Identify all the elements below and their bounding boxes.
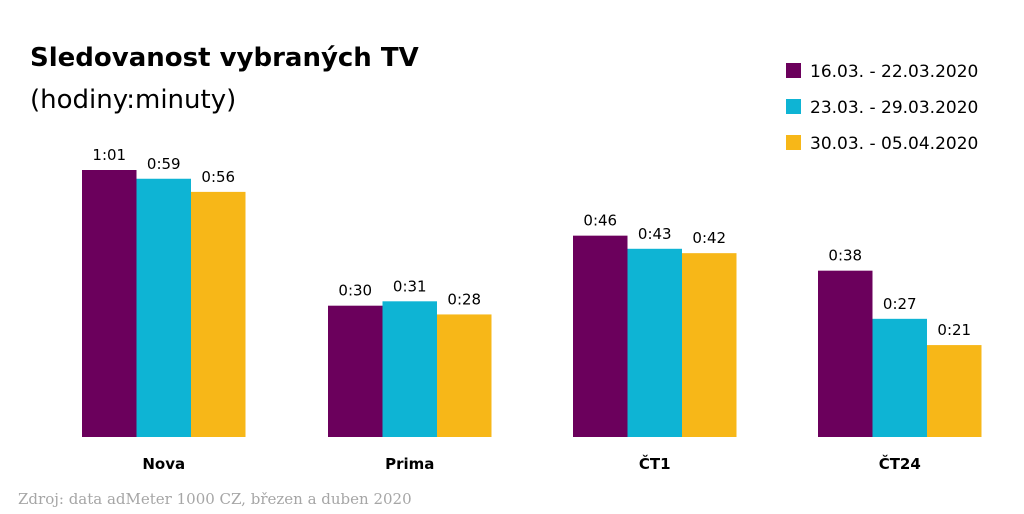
bar-čt24-series-3 <box>927 345 982 437</box>
bar-čt1-series-1 <box>573 235 628 437</box>
value-label: 0:42 <box>692 229 726 247</box>
bar-nova-series-2 <box>136 178 191 438</box>
category-label: ČT1 <box>639 454 671 473</box>
legend-swatch <box>786 135 801 150</box>
legend-swatch <box>786 63 801 78</box>
value-label: 0:46 <box>583 212 617 230</box>
category-labels: Nova Prima ČT1 ČT24 <box>142 454 920 473</box>
legend-label: 23.03. - 29.03.2020 <box>810 98 978 118</box>
bar-nova-series-1 <box>82 170 137 437</box>
bars <box>82 170 982 438</box>
bar-čt1-series-2 <box>627 248 682 437</box>
bar-prima-series-1 <box>328 305 383 437</box>
legend-label: 30.03. - 05.04.2020 <box>810 134 978 154</box>
legend-swatch <box>786 99 801 114</box>
value-label: 0:31 <box>393 277 427 295</box>
value-label: 0:28 <box>447 290 481 308</box>
bar-nova-series-3 <box>191 191 246 437</box>
bar-čt1-series-3 <box>682 253 737 437</box>
chart-subtitle: (hodiny:minuty) <box>30 85 236 115</box>
value-label: 0:59 <box>147 155 181 173</box>
value-label: 0:27 <box>883 295 917 313</box>
value-label: 0:56 <box>201 168 235 186</box>
bar-prima-series-2 <box>382 301 437 437</box>
value-labels: 1:01 0:59 0:56 0:30 0:31 0:28 0:46 0:43 0:42 0:38… <box>92 146 971 339</box>
bar-prima-series-3 <box>437 314 492 437</box>
category-label: Prima <box>385 455 434 473</box>
chart-title: Sledovanost vybraných TV <box>30 43 419 73</box>
source-note: Zdroj: data adMeter 1000 CZ, březen a du… <box>18 490 412 508</box>
bar-čt24-series-1 <box>818 270 873 437</box>
legend-label: 16.03. - 22.03.2020 <box>810 62 978 82</box>
category-label: Nova <box>142 455 185 473</box>
value-label: 0:43 <box>638 225 672 243</box>
value-label: 1:01 <box>92 146 126 164</box>
legend: 16.03. - 22.03.2020 23.03. - 29.03.2020 30… <box>786 62 978 154</box>
value-label: 0:38 <box>828 247 862 265</box>
bar-čt24-series-2 <box>872 318 927 437</box>
value-label: 0:30 <box>338 282 372 300</box>
value-label: 0:21 <box>937 321 971 339</box>
category-label: ČT24 <box>879 454 921 473</box>
